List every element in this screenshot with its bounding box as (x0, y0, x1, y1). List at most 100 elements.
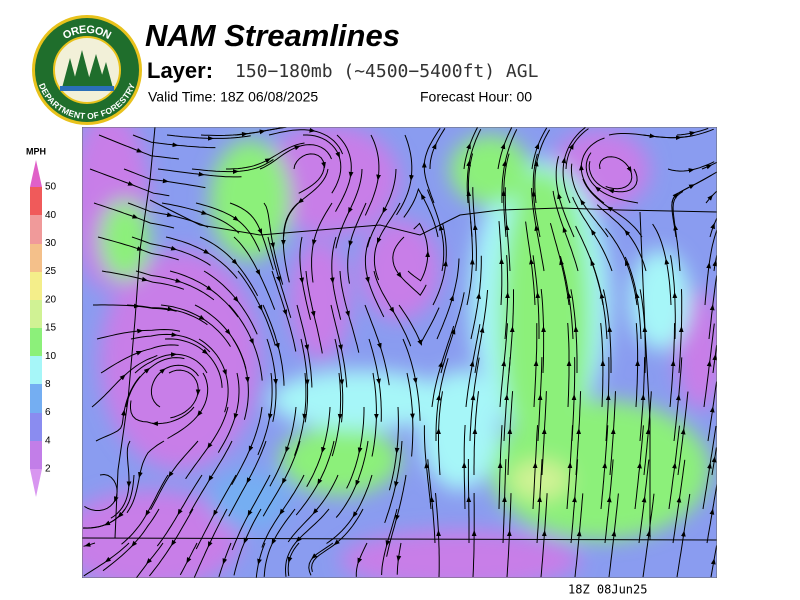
streamline (565, 143, 574, 170)
streamline (407, 251, 431, 282)
boundaries (82, 127, 717, 541)
streamline (652, 223, 667, 262)
streamline (624, 256, 638, 296)
logo: OREGON DEPARTMENT OF FORESTRY (32, 15, 142, 125)
streamline (348, 202, 367, 247)
streamline (463, 424, 466, 465)
logo-water (60, 86, 114, 91)
streamline (209, 288, 239, 318)
streamline (252, 341, 263, 381)
streamline (609, 428, 616, 476)
streamline (612, 391, 616, 432)
streamline (423, 128, 441, 165)
streamline (472, 324, 481, 364)
colorbar-tick-label: 4 (45, 435, 51, 446)
streamline (388, 450, 398, 491)
streamline (165, 236, 210, 254)
streamline (534, 224, 545, 272)
streamline (403, 187, 423, 218)
streamline (208, 440, 233, 482)
valid-time: Valid Time: 18Z 06/08/2025 (148, 89, 318, 105)
streamline (207, 508, 228, 548)
streamline (283, 201, 301, 237)
streamline (470, 221, 473, 262)
streamline (300, 338, 310, 386)
streamline (453, 292, 465, 332)
colorbar-tick-label: 2 (45, 464, 51, 475)
streamline (478, 255, 482, 296)
streamline (317, 440, 335, 485)
streamline (170, 308, 208, 326)
streamline (144, 279, 185, 290)
streamline (386, 517, 398, 557)
streamline (229, 202, 263, 235)
streamline (121, 513, 148, 545)
streamline (306, 347, 313, 388)
streamline (434, 128, 446, 147)
streamline (268, 127, 316, 136)
streamline (472, 428, 478, 475)
streamline (331, 416, 341, 457)
colorbar-segment (30, 328, 42, 356)
colorbar-segment (30, 244, 42, 272)
streamline (712, 381, 717, 410)
streamline (147, 357, 185, 371)
streamline (295, 508, 330, 543)
streamline (600, 462, 608, 510)
streamline (504, 187, 508, 228)
streamline (378, 381, 382, 422)
streamline (126, 304, 174, 312)
streamline (134, 352, 177, 374)
streamline (555, 156, 560, 196)
streamline (95, 409, 126, 442)
streamline (160, 304, 206, 320)
colorbar-tick-label: 50 (45, 182, 57, 193)
streamline (364, 236, 371, 284)
streamline (498, 221, 502, 262)
streamline (667, 168, 695, 173)
streamline (648, 493, 655, 534)
streamline (104, 508, 126, 526)
title: NAM Streamlines (145, 18, 400, 53)
streamline (570, 163, 583, 202)
streamline (503, 127, 513, 146)
streamline (589, 256, 602, 296)
streamline (567, 322, 570, 364)
streamline (218, 561, 225, 578)
streamline (272, 245, 284, 285)
streamline (279, 474, 305, 515)
streamline (285, 312, 297, 352)
streamline (427, 189, 442, 228)
streamline (357, 407, 365, 454)
streamline (174, 248, 211, 266)
streamline (84, 499, 116, 511)
streamline (271, 270, 288, 316)
streamline (126, 475, 141, 514)
streamline (367, 280, 385, 318)
streamline (285, 406, 297, 453)
streamline (676, 530, 686, 578)
streamline (673, 224, 681, 272)
streamline (259, 145, 301, 170)
streamline (138, 440, 165, 479)
streamline (634, 462, 642, 510)
streamline (376, 202, 401, 244)
streamline (169, 270, 213, 291)
streamline (348, 168, 363, 214)
streamline (329, 236, 337, 284)
streamline (110, 484, 130, 519)
streamline (370, 134, 381, 181)
colorbar-title: MPH (26, 146, 46, 156)
streamline (396, 542, 402, 562)
streamline (135, 561, 149, 578)
streamline (233, 541, 246, 576)
colorbar-tick-label: 40 (45, 210, 57, 221)
streamline (539, 459, 543, 500)
streamline (503, 153, 510, 194)
streamline (205, 352, 223, 388)
streamline (566, 292, 574, 340)
streamline (168, 369, 201, 396)
streamline (394, 406, 400, 454)
streamline (590, 229, 613, 272)
streamline (452, 258, 460, 298)
